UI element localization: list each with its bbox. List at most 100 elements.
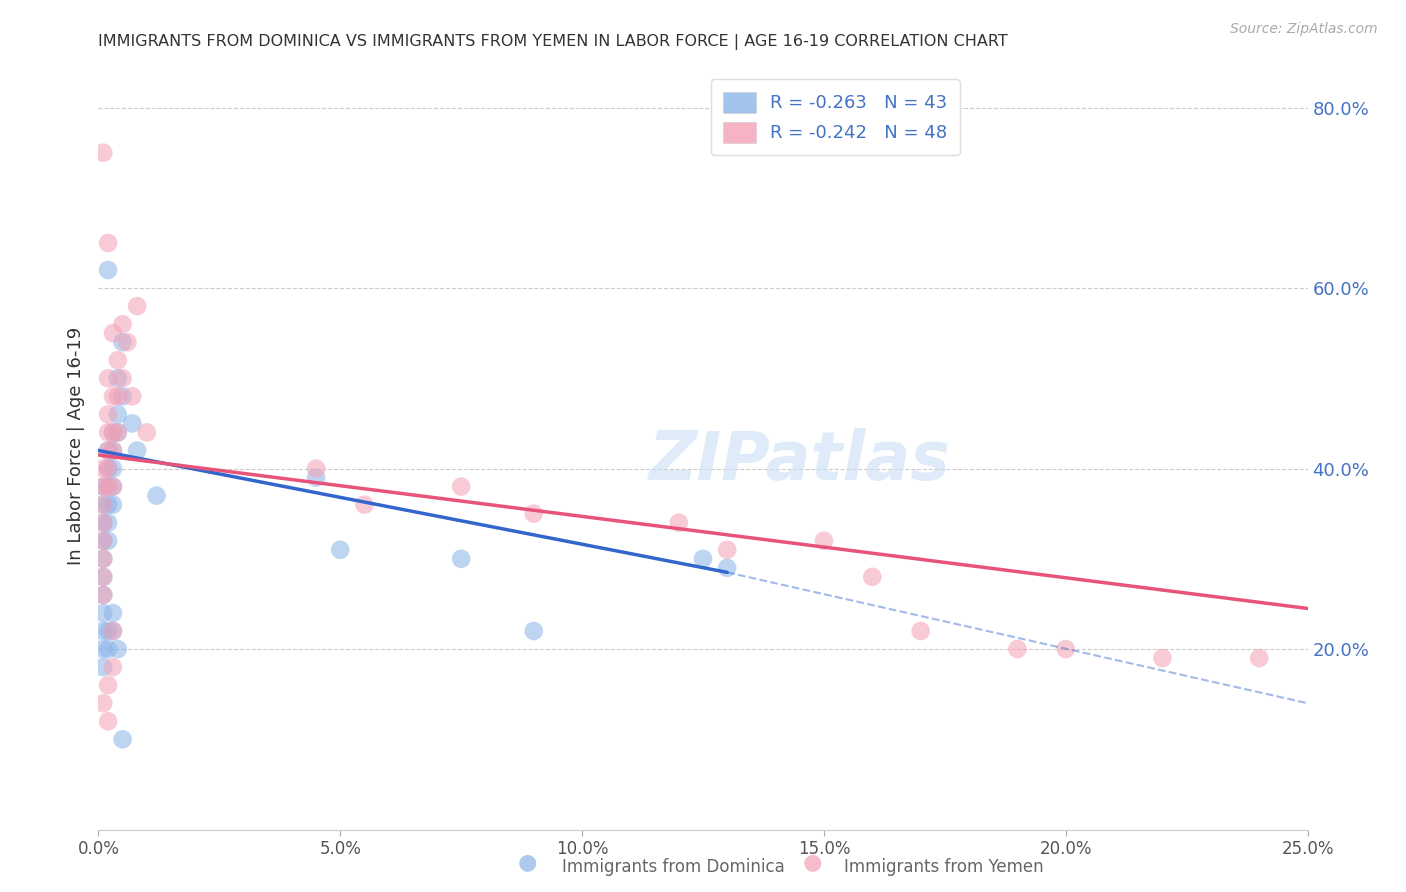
Point xyxy=(101,461,124,475)
Point xyxy=(450,480,472,494)
Point xyxy=(91,533,114,548)
Point xyxy=(305,461,328,475)
Point xyxy=(91,570,114,584)
Point xyxy=(121,389,143,403)
Point xyxy=(91,498,114,512)
Point xyxy=(107,425,129,440)
Point xyxy=(692,551,714,566)
Point xyxy=(91,642,114,657)
Point xyxy=(91,551,114,566)
Point xyxy=(97,642,120,657)
Point xyxy=(101,425,124,440)
Point xyxy=(91,145,114,160)
Point xyxy=(97,678,120,692)
Point xyxy=(97,443,120,458)
Point xyxy=(860,570,883,584)
Point xyxy=(91,624,114,638)
Point xyxy=(97,371,120,385)
Point xyxy=(353,498,375,512)
Point xyxy=(91,461,114,475)
Point xyxy=(101,480,124,494)
Point xyxy=(111,335,134,350)
Point xyxy=(101,660,124,674)
Text: IMMIGRANTS FROM DOMINICA VS IMMIGRANTS FROM YEMEN IN LABOR FORCE | AGE 16-19 COR: IMMIGRANTS FROM DOMINICA VS IMMIGRANTS F… xyxy=(98,34,1008,50)
Point xyxy=(668,516,690,530)
Point xyxy=(91,551,114,566)
Point xyxy=(97,624,120,638)
Point xyxy=(97,498,120,512)
Point xyxy=(111,371,134,385)
Text: Immigrants from Dominica: Immigrants from Dominica xyxy=(562,858,785,876)
Point xyxy=(101,443,124,458)
Point xyxy=(107,425,129,440)
Text: ●: ● xyxy=(803,853,823,872)
Point xyxy=(91,588,114,602)
Point xyxy=(91,516,114,530)
Point xyxy=(121,417,143,431)
Point xyxy=(101,326,124,341)
Point xyxy=(716,561,738,575)
Point xyxy=(101,443,124,458)
Point xyxy=(1152,651,1174,665)
Point xyxy=(101,606,124,620)
Point xyxy=(101,624,124,638)
Point xyxy=(107,408,129,422)
Point xyxy=(523,624,546,638)
Point xyxy=(127,443,149,458)
Point xyxy=(91,480,114,494)
Point xyxy=(329,542,352,557)
Point xyxy=(813,533,835,548)
Point xyxy=(107,389,129,403)
Point xyxy=(97,461,120,475)
Point xyxy=(91,606,114,620)
Point xyxy=(101,498,124,512)
Point xyxy=(91,660,114,674)
Point xyxy=(91,570,114,584)
Point xyxy=(97,443,120,458)
Point xyxy=(97,425,120,440)
Text: ●: ● xyxy=(517,853,537,872)
Point xyxy=(107,353,129,368)
Point xyxy=(305,470,328,484)
Point xyxy=(91,480,114,494)
Point xyxy=(97,461,120,475)
Point xyxy=(97,480,120,494)
Point xyxy=(450,551,472,566)
Point xyxy=(135,425,157,440)
Point xyxy=(101,624,124,638)
Point xyxy=(91,696,114,710)
Point xyxy=(111,317,134,331)
Point xyxy=(117,335,139,350)
Point xyxy=(91,516,114,530)
Point xyxy=(97,235,120,250)
Point xyxy=(97,714,120,729)
Point xyxy=(107,371,129,385)
Point xyxy=(101,389,124,403)
Point xyxy=(91,533,114,548)
Y-axis label: In Labor Force | Age 16-19: In Labor Force | Age 16-19 xyxy=(66,326,84,566)
Text: Source: ZipAtlas.com: Source: ZipAtlas.com xyxy=(1230,22,1378,37)
Point xyxy=(101,425,124,440)
Point xyxy=(716,542,738,557)
Point xyxy=(97,263,120,277)
Text: Immigrants from Yemen: Immigrants from Yemen xyxy=(844,858,1043,876)
Point xyxy=(97,480,120,494)
Point xyxy=(910,624,932,638)
Legend: R = -0.263   N = 43, R = -0.242   N = 48: R = -0.263 N = 43, R = -0.242 N = 48 xyxy=(710,79,960,155)
Point xyxy=(145,489,167,503)
Text: ZIPatlas: ZIPatlas xyxy=(648,428,950,494)
Point xyxy=(111,389,134,403)
Point xyxy=(107,642,129,657)
Point xyxy=(97,533,120,548)
Point xyxy=(523,507,546,521)
Point xyxy=(91,498,114,512)
Point xyxy=(1007,642,1029,657)
Point xyxy=(97,408,120,422)
Point xyxy=(91,588,114,602)
Point xyxy=(97,516,120,530)
Point xyxy=(127,299,149,313)
Point xyxy=(1249,651,1271,665)
Point xyxy=(1054,642,1077,657)
Point xyxy=(101,480,124,494)
Point xyxy=(111,732,134,747)
